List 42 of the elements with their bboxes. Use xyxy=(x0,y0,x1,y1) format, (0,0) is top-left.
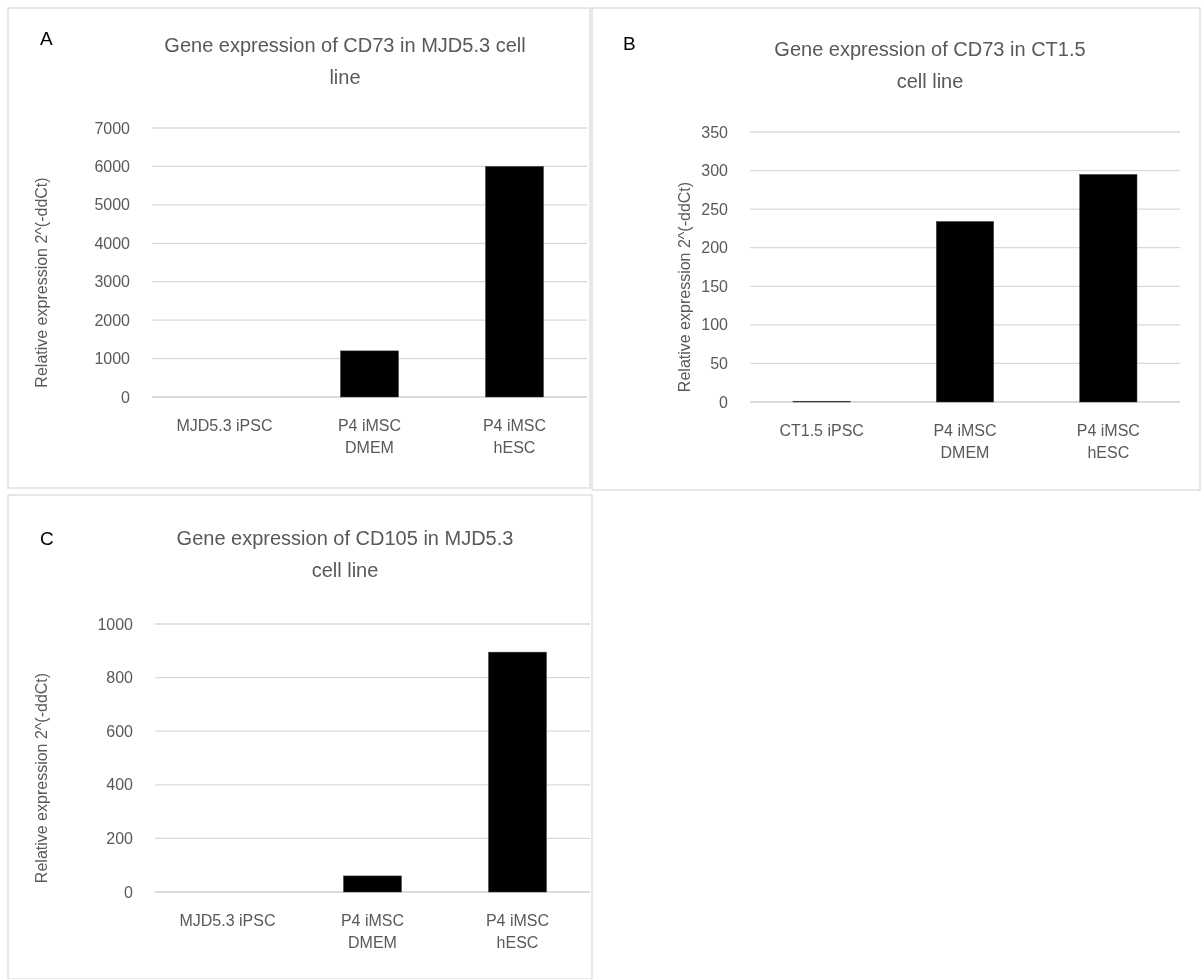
y-tick-label: 3000 xyxy=(94,273,131,291)
y-axis-title: Relative expression 2^(-ddCt) xyxy=(33,672,50,884)
chart-title: Gene expression of CD73 in MJD5.3 cell line xyxy=(164,34,526,88)
y-tick-label: 50 xyxy=(710,355,729,373)
y-tick-label: 800 xyxy=(106,669,134,687)
y-tick-label: 6000 xyxy=(94,158,131,176)
x-tick-label: P4 iMSC DMEM xyxy=(933,422,997,461)
x-tick-label: P4 iMSC hESC xyxy=(485,912,550,951)
text: B xyxy=(623,33,636,54)
chart-title: Gene expression of CD73 in CT1.5 cell line xyxy=(774,38,1086,92)
y-tick-label: 200 xyxy=(106,830,134,847)
y-tick-label: 350 xyxy=(701,123,729,141)
y-tick-label: 250 xyxy=(701,200,729,218)
bar xyxy=(936,221,994,403)
chart-title: Gene expression of CD105 in MJD5.3 cell line xyxy=(176,527,514,581)
y-tick-label: 300 xyxy=(701,162,729,180)
y-tick-label: 1000 xyxy=(94,350,131,368)
x-tick-label: P4 iMSC hESC xyxy=(482,417,547,456)
y-tick-label: 150 xyxy=(701,277,729,295)
y-tick-label: 400 xyxy=(106,776,134,794)
y-tick-label: 200 xyxy=(701,239,729,257)
x-tick-label: P4 iMSC DMEM xyxy=(340,912,405,951)
y-tick-label: 1000 xyxy=(97,615,134,633)
y-tick-label: 0 xyxy=(719,393,729,411)
y-tick-label: 7000 xyxy=(94,119,131,137)
y-tick-label: 2000 xyxy=(94,311,131,329)
x-tick-label: MJD5.3 iPSC xyxy=(176,417,273,434)
y-tick-label: 600 xyxy=(106,722,134,740)
y-axis-title: Relative expression 2^(-ddCt) xyxy=(33,177,50,388)
y-tick-label: 5000 xyxy=(94,196,131,214)
x-tick-label: P4 iMSC hESC xyxy=(1076,422,1140,461)
bar xyxy=(1079,174,1138,403)
x-tick-label: P4 iMSC DMEM xyxy=(337,417,402,456)
x-tick-label: CT1.5 iPSC xyxy=(779,422,864,439)
y-axis-title: Relative expression 2^(-ddCt) xyxy=(676,181,693,393)
x-tick-label: MJD5.3 iPSC xyxy=(179,912,276,929)
text: A xyxy=(40,28,53,49)
y-tick-label: 4000 xyxy=(94,234,131,252)
y-tick-label: 0 xyxy=(124,883,134,901)
text: C xyxy=(40,528,54,549)
y-tick-label: 0 xyxy=(121,388,131,406)
y-tick-label: 100 xyxy=(701,316,729,334)
